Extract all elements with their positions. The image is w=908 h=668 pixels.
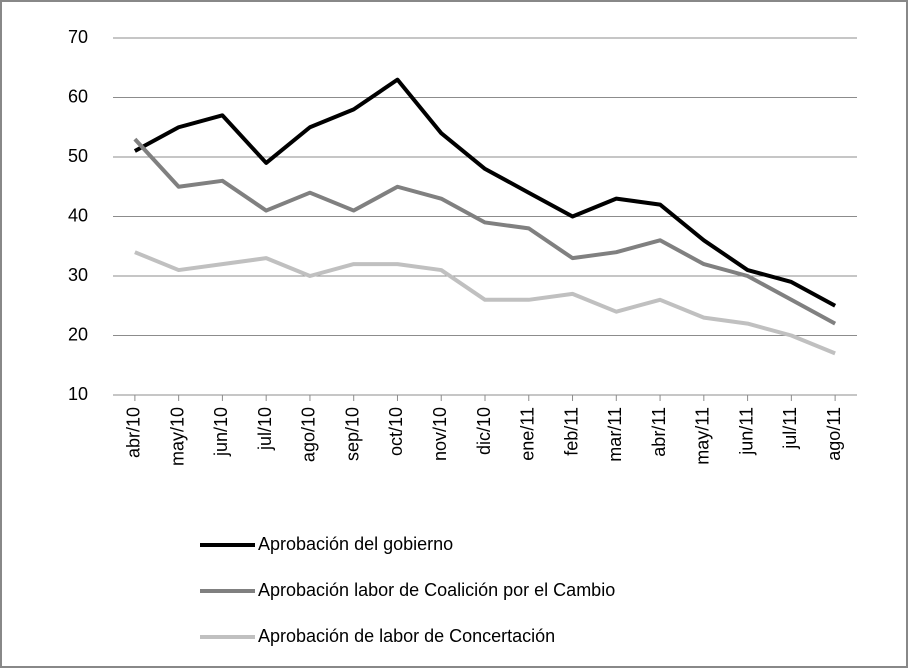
y-tick-label: 30	[68, 265, 88, 285]
y-tick-label: 40	[68, 205, 88, 225]
x-tick-label: may/11	[693, 407, 713, 465]
legend-label: Aprobación labor de Coalición por el Cam…	[258, 580, 615, 600]
y-tick-label: 20	[68, 324, 88, 344]
x-tick-label: mar/11	[605, 407, 625, 462]
x-tick-label: jul/10	[255, 407, 275, 451]
line-series	[133, 137, 837, 326]
x-tick-label: sep/10	[342, 407, 362, 461]
y-tick-label: 60	[68, 86, 88, 106]
x-tick-label: abr/11	[649, 407, 669, 457]
line-series	[133, 77, 837, 308]
x-tick-label: jun/11	[736, 407, 756, 456]
x-tick-label: jun/10	[211, 407, 231, 457]
legend-label: Aprobación de labor de Concertación	[258, 626, 555, 646]
x-tick-label: ago/10	[299, 407, 319, 462]
x-tick-label: oct/10	[386, 407, 406, 456]
y-tick-label: 50	[68, 146, 88, 166]
y-tick-label: 70	[68, 27, 88, 47]
y-tick-label: 10	[68, 384, 88, 404]
x-tick-label: ago/11	[824, 407, 844, 461]
x-tick-label: may/10	[167, 407, 187, 466]
x-tick-label: nov/10	[430, 407, 450, 461]
line-series	[134, 250, 836, 356]
x-tick-label: jul/11	[780, 407, 800, 450]
x-tick-label: feb/11	[561, 407, 581, 456]
x-tick-label: dic/10	[474, 407, 494, 455]
x-tick-label: abr/10	[124, 407, 144, 458]
x-tick-label: ene/11	[518, 407, 538, 461]
legend-label: Aprobación del gobierno	[258, 534, 453, 554]
